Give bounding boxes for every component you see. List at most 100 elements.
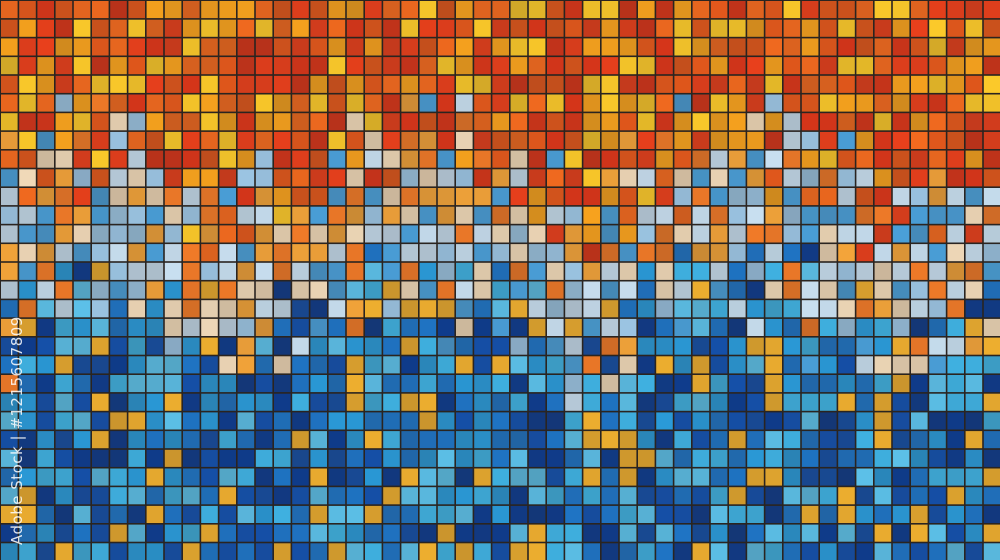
- window-pane: [328, 300, 346, 318]
- window-pane: [73, 225, 91, 243]
- window-pane: [419, 281, 437, 299]
- window-pane: [255, 356, 273, 374]
- window-pane: [765, 206, 782, 224]
- window-pane: [911, 38, 928, 56]
- window-pane: [601, 543, 619, 560]
- window-pane: [292, 57, 309, 75]
- window-pane: [456, 375, 473, 393]
- window-pane: [237, 131, 255, 149]
- window-pane: [128, 375, 145, 393]
- window-pane: [1, 468, 18, 486]
- window-pane: [474, 543, 491, 560]
- window-pane: [892, 412, 910, 430]
- window-pane: [201, 337, 218, 355]
- window-pane: [929, 375, 946, 393]
- window-pane: [255, 169, 273, 187]
- window-pane: [838, 337, 855, 355]
- window-pane: [401, 524, 418, 542]
- window-pane: [601, 113, 619, 131]
- window-pane: [255, 300, 273, 318]
- window-pane: [783, 94, 801, 112]
- window-pane: [110, 468, 127, 486]
- window-pane: [947, 38, 964, 56]
- window-pane: [128, 188, 145, 206]
- window-pane: [365, 487, 382, 505]
- window-pane: [710, 131, 728, 149]
- window-pane: [583, 375, 600, 393]
- window-pane: [510, 150, 528, 168]
- window-pane: [528, 337, 546, 355]
- window-pane: [419, 19, 437, 37]
- window-pane: [874, 412, 892, 430]
- window-pane: [656, 318, 673, 336]
- window-pane: [1, 262, 18, 280]
- window-pane: [401, 318, 418, 336]
- window-pane: [510, 262, 528, 280]
- window-pane: [583, 131, 600, 149]
- window-pane: [73, 318, 91, 336]
- window-pane: [237, 57, 255, 75]
- window-pane: [110, 337, 127, 355]
- window-pane: [547, 468, 564, 486]
- window-pane: [92, 431, 109, 449]
- window-pane: [328, 1, 346, 19]
- window-pane: [710, 468, 728, 486]
- window-pane: [1, 393, 18, 411]
- window-pane: [346, 206, 364, 224]
- window-pane: [765, 449, 782, 467]
- window-pane: [601, 75, 619, 93]
- window-pane: [19, 412, 36, 430]
- window-pane: [456, 19, 473, 37]
- window-pane: [601, 505, 619, 523]
- window-pane: [237, 524, 255, 542]
- window-pane: [365, 281, 382, 299]
- window-pane: [801, 375, 819, 393]
- window-pane: [474, 75, 491, 93]
- window-pane: [783, 356, 801, 374]
- window-pane: [255, 449, 273, 467]
- window-pane: [947, 449, 964, 467]
- window-pane: [856, 449, 873, 467]
- window-pane: [164, 375, 182, 393]
- window-pane: [765, 38, 782, 56]
- window-pane: [255, 19, 273, 37]
- window-pane: [55, 57, 73, 75]
- window-pane: [164, 188, 182, 206]
- window-pane: [929, 150, 946, 168]
- window-pane: [201, 169, 218, 187]
- window-pane: [456, 94, 473, 112]
- window-pane: [838, 1, 855, 19]
- window-pane: [565, 131, 582, 149]
- window-pane: [892, 281, 910, 299]
- window-pane: [547, 412, 564, 430]
- window-pane: [638, 113, 655, 131]
- window-pane: [656, 225, 673, 243]
- window-pane: [383, 281, 400, 299]
- window-pane: [783, 487, 801, 505]
- window-pane: [892, 375, 910, 393]
- window-pane: [110, 150, 127, 168]
- window-pane: [328, 169, 346, 187]
- window-pane: [565, 262, 582, 280]
- window-pane: [128, 356, 145, 374]
- window-pane: [183, 449, 200, 467]
- window-pane: [183, 38, 200, 56]
- window-pane: [856, 505, 873, 523]
- window-pane: [37, 468, 54, 486]
- window-pane: [638, 57, 655, 75]
- window-pane: [492, 1, 509, 19]
- window-pane: [838, 75, 855, 93]
- window-pane: [437, 57, 455, 75]
- window-pane: [110, 393, 127, 411]
- window-pane: [565, 38, 582, 56]
- window-pane: [1, 318, 18, 336]
- window-pane: [419, 244, 437, 262]
- window-pane: [456, 356, 473, 374]
- window-pane: [729, 94, 746, 112]
- window-pane: [947, 131, 964, 149]
- window-pane: [310, 38, 327, 56]
- window-pane: [456, 337, 473, 355]
- window-pane: [929, 75, 946, 93]
- window-pane: [911, 150, 928, 168]
- window-pane: [983, 375, 1000, 393]
